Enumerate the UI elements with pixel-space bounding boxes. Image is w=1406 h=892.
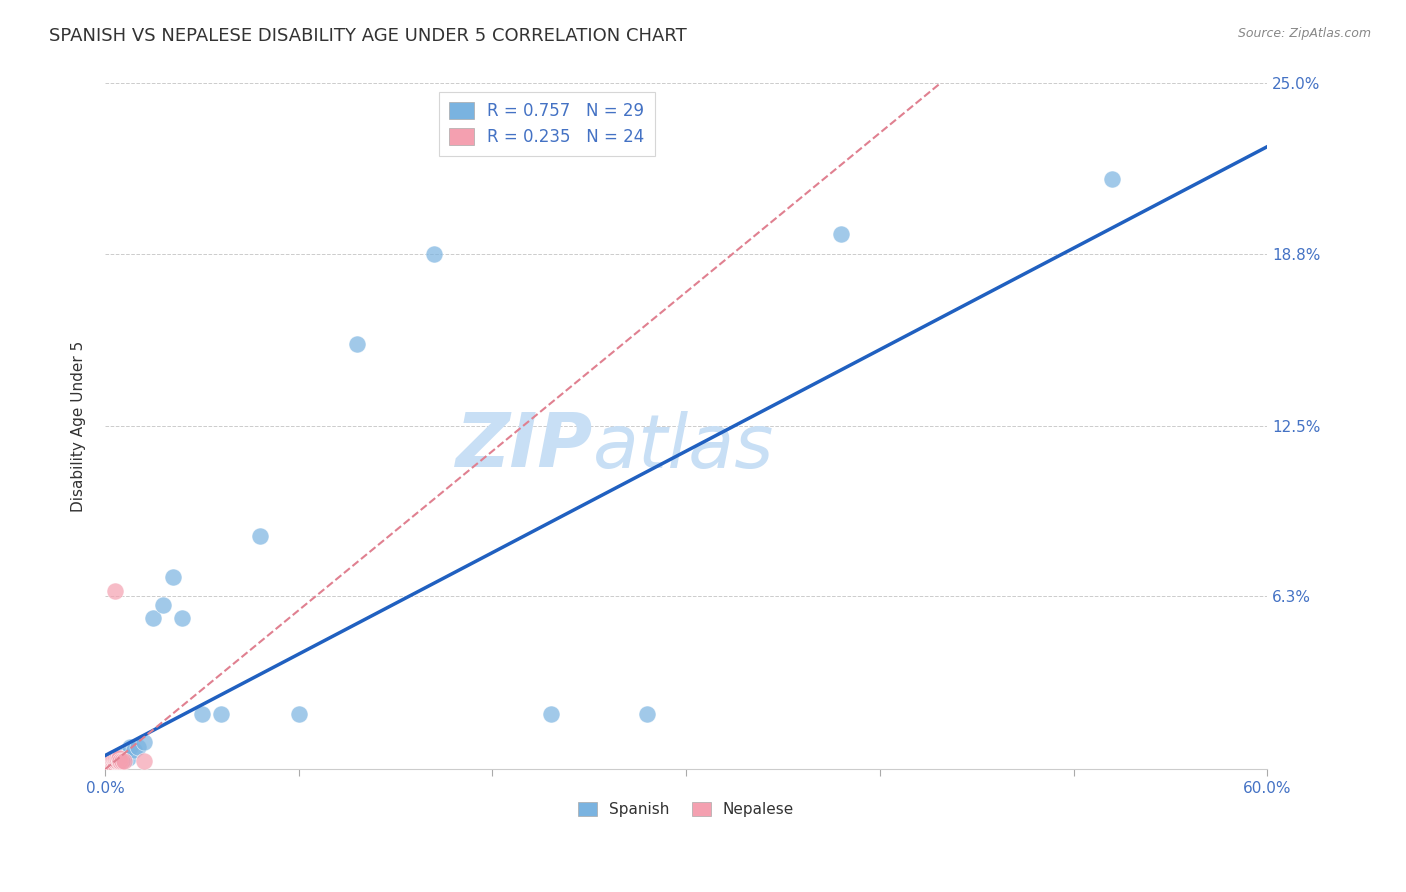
Point bbox=[101, 754, 124, 768]
Point bbox=[104, 751, 127, 765]
Point bbox=[105, 754, 128, 768]
Point bbox=[101, 754, 124, 768]
Point bbox=[112, 754, 135, 768]
Y-axis label: Disability Age Under 5: Disability Age Under 5 bbox=[72, 341, 86, 512]
Point bbox=[110, 751, 132, 765]
Point bbox=[172, 611, 194, 625]
Point bbox=[100, 754, 122, 768]
Point bbox=[142, 611, 165, 625]
Point bbox=[104, 756, 127, 771]
Legend: Spanish, Nepalese: Spanish, Nepalese bbox=[572, 796, 800, 823]
Point bbox=[637, 707, 659, 722]
Point bbox=[107, 754, 129, 768]
Text: SPANISH VS NEPALESE DISABILITY AGE UNDER 5 CORRELATION CHART: SPANISH VS NEPALESE DISABILITY AGE UNDER… bbox=[49, 27, 688, 45]
Point bbox=[132, 754, 155, 768]
Point bbox=[104, 751, 127, 765]
Point bbox=[107, 751, 129, 765]
Point bbox=[152, 598, 174, 612]
Point bbox=[1101, 172, 1123, 186]
Text: Source: ZipAtlas.com: Source: ZipAtlas.com bbox=[1237, 27, 1371, 40]
Point bbox=[423, 246, 446, 260]
Point bbox=[97, 756, 120, 771]
Point bbox=[100, 756, 122, 771]
Point bbox=[101, 756, 124, 771]
Point bbox=[97, 754, 120, 768]
Point bbox=[830, 227, 852, 242]
Point bbox=[104, 754, 127, 768]
Point bbox=[132, 735, 155, 749]
Point bbox=[112, 748, 135, 763]
Point bbox=[104, 754, 127, 768]
Point bbox=[100, 754, 122, 768]
Point bbox=[100, 756, 122, 771]
Point bbox=[107, 751, 129, 765]
Point bbox=[209, 707, 232, 722]
Point bbox=[127, 740, 149, 755]
Point bbox=[105, 754, 128, 768]
Text: atlas: atlas bbox=[593, 411, 775, 483]
Point bbox=[249, 529, 271, 543]
Point bbox=[111, 754, 134, 768]
Point bbox=[346, 337, 368, 351]
Point bbox=[117, 751, 139, 765]
Point bbox=[107, 748, 129, 763]
Point bbox=[107, 751, 129, 765]
Point bbox=[162, 570, 184, 584]
Point bbox=[111, 754, 134, 768]
Point bbox=[287, 707, 309, 722]
Point bbox=[120, 740, 142, 755]
Point bbox=[101, 751, 124, 765]
Point bbox=[122, 743, 145, 757]
Point bbox=[101, 754, 124, 768]
Point bbox=[104, 584, 127, 599]
Point bbox=[104, 754, 127, 768]
Point bbox=[540, 707, 562, 722]
Text: ZIP: ZIP bbox=[456, 410, 593, 483]
Point bbox=[105, 751, 128, 765]
Point bbox=[191, 707, 214, 722]
Point bbox=[105, 754, 128, 768]
Point bbox=[110, 754, 132, 768]
